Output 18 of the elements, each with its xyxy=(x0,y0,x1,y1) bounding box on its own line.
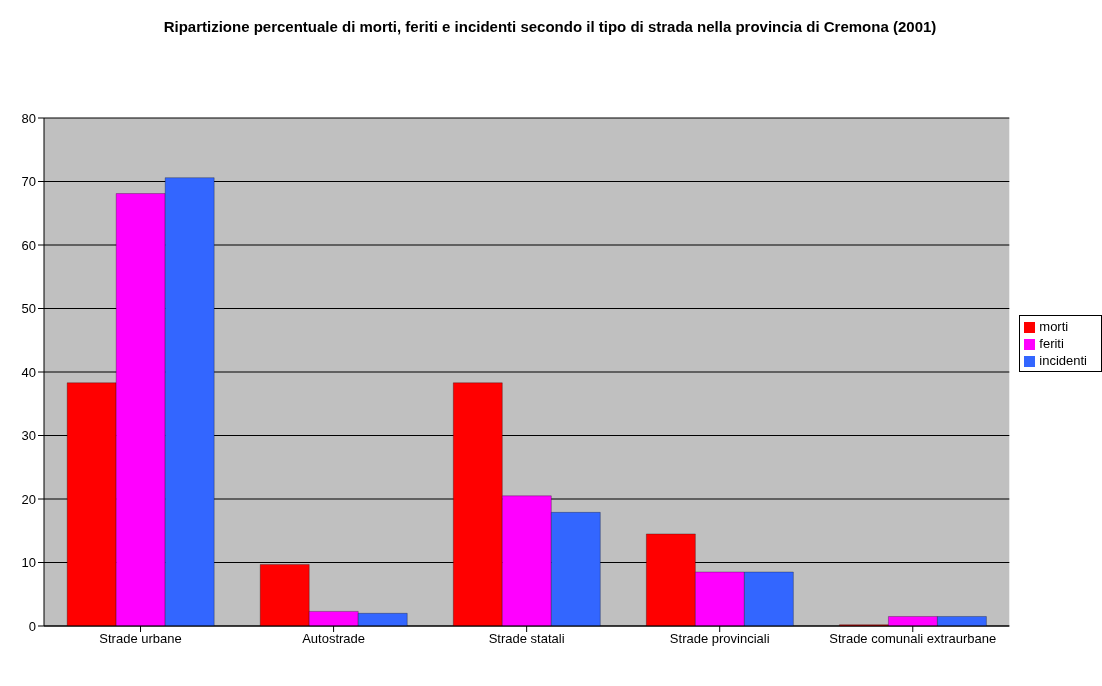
y-tick-label: 50 xyxy=(21,301,36,317)
x-tick-label: Strade provinciali xyxy=(669,631,770,647)
y-tick-label: 0 xyxy=(28,618,36,634)
legend-label: incidenti xyxy=(1039,352,1087,368)
x-tick-label: Strade comunali extraurbane xyxy=(829,631,997,647)
chart-title: Ripartizione percentuale di morti, feriti e incidenti secondo il tipo di strada nella provincia di Cremona (2001) xyxy=(162,17,938,37)
x-tick-label: Strade statali xyxy=(488,631,565,647)
legend-label: morti xyxy=(1039,318,1069,334)
y-tick-label: 60 xyxy=(21,237,36,253)
y-tick-label: 30 xyxy=(21,428,36,444)
y-tick-label: 10 xyxy=(21,555,36,571)
y-tick-label: 80 xyxy=(21,110,36,126)
legend-label: feriti xyxy=(1039,335,1064,351)
x-tick-label: Autostrade xyxy=(302,631,366,647)
y-tick-label: 70 xyxy=(21,174,36,190)
x-tick-label: Strade urbane xyxy=(99,631,182,647)
y-tick-label: 40 xyxy=(21,364,36,380)
y-tick-label: 20 xyxy=(21,491,36,507)
